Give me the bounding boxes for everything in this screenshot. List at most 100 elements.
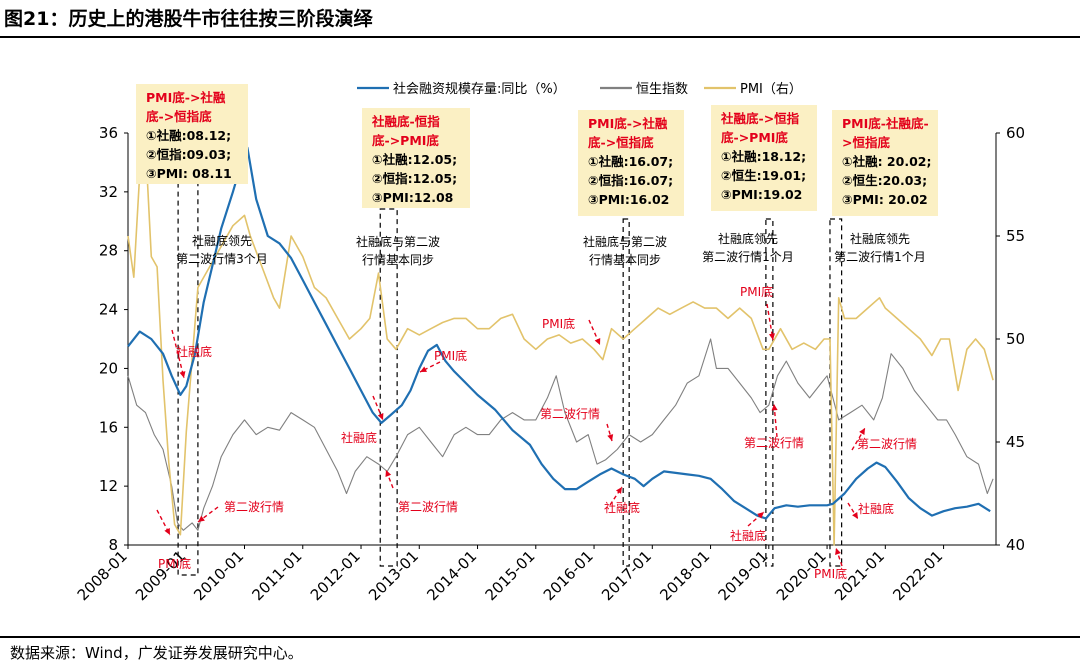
phase-note-line: 社融底与第二波 <box>583 234 667 249</box>
info-box-line: ①社融:08.12; <box>146 128 231 143</box>
info-box <box>578 110 684 216</box>
red-annotation: 第二波行情 <box>540 407 600 421</box>
annotations: 社融底领先第二波行情3个月社融底与第二波行情基本同步社融底与第二波行情基本同步社… <box>156 231 926 581</box>
y-left-tick-label: 8 <box>108 536 118 554</box>
red-annotation: PMI底 <box>814 566 847 581</box>
red-annotation: 第二波行情 <box>398 500 458 514</box>
red-annotation: 社融底 <box>341 430 377 445</box>
red-arrow-head <box>198 515 205 522</box>
red-arrow-head <box>859 428 865 435</box>
red-arrow-head <box>771 404 778 411</box>
red-annotation: 社融底 <box>858 501 894 516</box>
red-annotation: 社融底 <box>176 344 212 359</box>
footer-rule <box>0 636 1080 638</box>
info-box-line: PMI底->社融 <box>588 116 668 131</box>
x-tick-label: 2010-01 <box>190 547 247 604</box>
red-arrow-head <box>594 338 601 345</box>
red-arrow <box>419 361 441 373</box>
info-box-line: ②恒指:09.03; <box>146 147 231 162</box>
info-box-line: ③PMI:19.02 <box>721 187 802 202</box>
title-rule <box>0 36 1080 38</box>
legend: 社会融资规模存量:同比（%） 恒生指数 PMI（右） <box>357 81 802 97</box>
x-tick-label: 2019-01 <box>715 547 772 604</box>
x-tick-label: 2011-01 <box>249 547 306 604</box>
red-arrow-head <box>768 333 775 340</box>
y-left-tick-label: 32 <box>99 183 118 201</box>
y-left-tick-label: 28 <box>99 242 118 260</box>
info-box-line: PMI底->社融 <box>146 90 226 105</box>
y-right-tick-label: 40 <box>1006 536 1025 554</box>
red-arrow-head <box>164 528 170 535</box>
phase-note-line: 第二波行情1个月 <box>834 250 926 264</box>
red-arrow-head <box>179 371 186 378</box>
source-note: 数据来源：Wind，广发证券发展研究中心。 <box>10 644 303 662</box>
x-tick-label: 2008-01 <box>74 547 131 604</box>
info-box-line: ②恒指:12.05; <box>372 171 457 186</box>
info-box <box>136 84 248 184</box>
phase-note-line: 社融底领先 <box>718 231 778 246</box>
phase-dashed-box <box>379 208 398 567</box>
info-box-line: ①社融:12.05; <box>372 152 457 167</box>
phase-note-line: 第二波行情3个月 <box>176 252 268 266</box>
info-box <box>362 108 470 208</box>
info-box-line: ③PMI:16.02 <box>588 192 669 207</box>
red-annotation: PMI底 <box>158 556 191 571</box>
red-annotation: 第二波行情 <box>744 436 804 450</box>
phase-note-line: 行情基本同步 <box>362 253 434 267</box>
phase-note-line: 社融底领先 <box>192 233 252 248</box>
phase-note-line: 行情基本同步 <box>589 253 661 267</box>
info-box-line: ②恒生:20.03; <box>842 173 927 188</box>
red-annotation: 社融底 <box>730 528 766 543</box>
info-box-line: 底->恒指底 <box>146 109 212 124</box>
hang-seng-line <box>127 338 994 531</box>
info-box-line: ①社融: 20.02; <box>842 154 931 169</box>
info-box-line: ②恒指:16.07; <box>588 173 673 188</box>
red-annotation: 第二波行情 <box>857 437 917 451</box>
y-left-tick-label: 12 <box>99 477 118 495</box>
y-right-tick-label: 55 <box>1006 227 1025 245</box>
y-left-tick-label: 36 <box>99 124 118 142</box>
y-left-tick-label: 16 <box>99 418 118 436</box>
info-box-line: 社融底-恒指 <box>371 114 440 129</box>
red-arrow-head <box>385 470 392 477</box>
x-tick-label: 2014-01 <box>423 547 480 604</box>
red-arrow-head <box>420 366 427 372</box>
phase-note-line: 第二波行情1个月 <box>702 250 794 264</box>
info-box-line: 社融底->恒指 <box>720 111 800 126</box>
red-arrow-head <box>615 487 622 494</box>
red-arrow <box>171 329 185 379</box>
red-arrow-head <box>377 413 384 420</box>
x-tick-label: 2012-01 <box>307 547 364 604</box>
phase-dashed-box <box>622 218 630 567</box>
figure-title: 图21：历史上的港股牛市往往按三阶段演绎 <box>4 8 373 30</box>
info-box-line: ①社融:18.12; <box>721 149 806 164</box>
legend-social-financing-label: 社会融资规模存量:同比（%） <box>393 81 566 97</box>
y-right-tick-label: 45 <box>1006 433 1025 451</box>
info-box-line: 底->PMI底 <box>721 130 788 145</box>
y-left-tick-label: 20 <box>99 359 118 377</box>
info-box <box>711 105 817 211</box>
x-tick-label: 2016-01 <box>540 547 597 604</box>
x-tick-label: 2022-01 <box>889 547 946 604</box>
x-tick-label: 2018-01 <box>656 547 713 604</box>
social-financing-line <box>127 146 991 520</box>
info-box-line: ②恒生:19.01; <box>721 168 806 183</box>
phase-note-line: 社融底领先 <box>850 231 910 246</box>
info-box-line: ③PMI: 20.02 <box>842 192 928 207</box>
info-box-line: ③PMI:12.08 <box>372 190 453 205</box>
red-arrow <box>773 403 778 438</box>
red-annotation: PMI底 <box>434 348 467 363</box>
red-annotation: PMI底 <box>740 284 773 299</box>
legend-hang-seng-label: 恒生指数 <box>636 82 688 97</box>
x-tick-label: 2009-01 <box>132 547 189 604</box>
y-left-tick-label: 24 <box>99 301 118 319</box>
red-annotation: 第二波行情 <box>224 500 284 514</box>
x-tick-label: 2013-01 <box>365 547 422 604</box>
info-box-line: PMI底-社融底- <box>842 116 929 131</box>
red-annotation: PMI底 <box>542 316 575 331</box>
info-box-line: 底->PMI底 <box>372 133 439 148</box>
x-tick-label: 2017-01 <box>598 547 655 604</box>
red-arrow-head <box>835 548 841 555</box>
y-right-tick-label: 60 <box>1006 124 1025 142</box>
